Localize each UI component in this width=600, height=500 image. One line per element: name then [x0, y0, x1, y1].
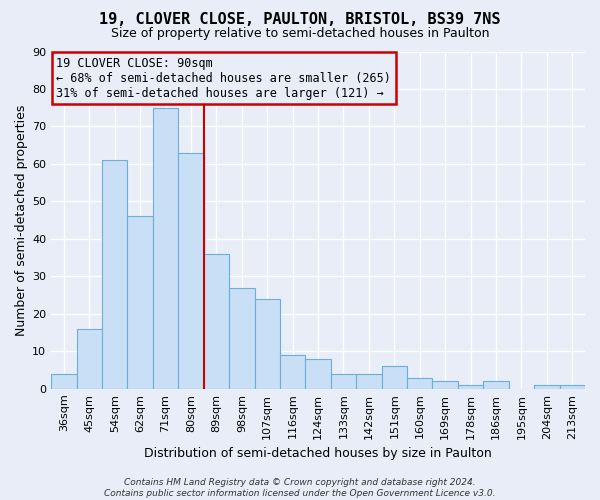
Bar	[203, 254, 229, 389]
Bar	[407, 378, 433, 389]
Bar	[229, 288, 254, 389]
Text: Size of property relative to semi-detached houses in Paulton: Size of property relative to semi-detach…	[111, 28, 489, 40]
Text: 19 CLOVER CLOSE: 90sqm
← 68% of semi-detached houses are smaller (265)
31% of se: 19 CLOVER CLOSE: 90sqm ← 68% of semi-det…	[56, 56, 391, 100]
Bar	[560, 385, 585, 389]
Bar	[331, 374, 356, 389]
Bar	[305, 359, 331, 389]
Text: 19, CLOVER CLOSE, PAULTON, BRISTOL, BS39 7NS: 19, CLOVER CLOSE, PAULTON, BRISTOL, BS39…	[99, 12, 501, 28]
Bar	[433, 382, 458, 389]
Bar	[153, 108, 178, 389]
Y-axis label: Number of semi-detached properties: Number of semi-detached properties	[15, 104, 28, 336]
Bar	[178, 152, 203, 389]
Bar	[484, 382, 509, 389]
Bar	[127, 216, 153, 389]
Bar	[254, 299, 280, 389]
Bar	[51, 374, 77, 389]
Bar	[534, 385, 560, 389]
Bar	[280, 355, 305, 389]
Bar	[382, 366, 407, 389]
Bar	[458, 385, 484, 389]
Bar	[102, 160, 127, 389]
Text: Contains HM Land Registry data © Crown copyright and database right 2024.
Contai: Contains HM Land Registry data © Crown c…	[104, 478, 496, 498]
Bar	[77, 329, 102, 389]
Bar	[356, 374, 382, 389]
X-axis label: Distribution of semi-detached houses by size in Paulton: Distribution of semi-detached houses by …	[144, 447, 492, 460]
